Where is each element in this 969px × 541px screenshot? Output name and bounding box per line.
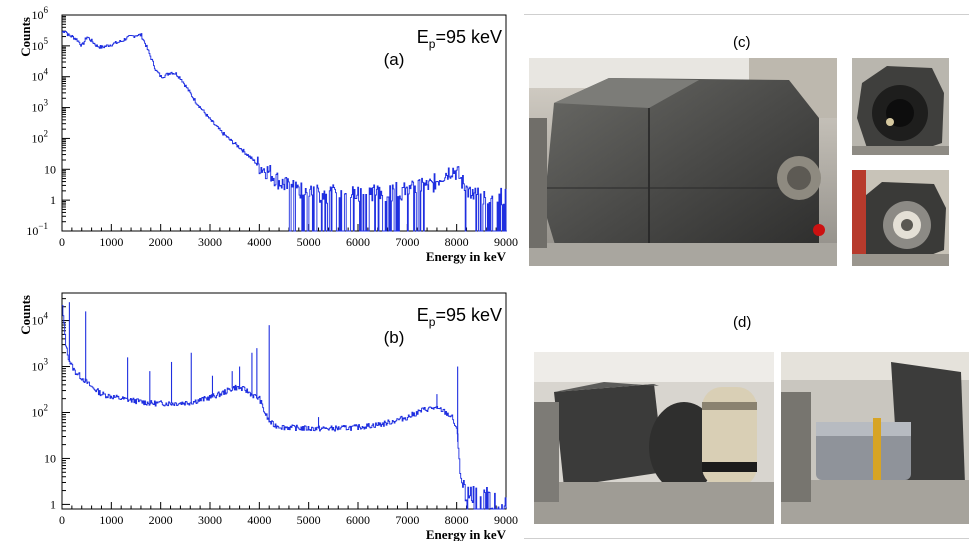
y-tick-label: 102 [32, 128, 49, 145]
photo-shielding-open-bottom [852, 170, 949, 266]
x-tick-label: 0 [59, 513, 65, 527]
beam-energy-label: Ep=95 keV [417, 305, 502, 329]
x-tick-label: 4000 [247, 513, 271, 527]
x-tick-label: 1000 [99, 235, 123, 249]
y-tick-label: 103 [32, 98, 49, 115]
y-tick-label: 104 [32, 67, 49, 84]
x-tick-label: 3000 [198, 235, 222, 249]
x-tick-label: 6000 [346, 235, 370, 249]
y-tick-label: 102 [32, 402, 49, 419]
panel-label-c: (c) [733, 34, 751, 51]
bottom-rule [524, 538, 969, 539]
y-axis-title: Counts [18, 295, 33, 335]
y-tick-label: 103 [32, 357, 49, 374]
x-tick-label: 9000 [494, 513, 518, 527]
y-tick-label: 105 [32, 36, 49, 53]
y-tick-label: 1 [50, 497, 56, 511]
x-tick-label: 2000 [149, 513, 173, 527]
photo-shielding-open-top [852, 58, 949, 155]
x-tick-label: 5000 [297, 513, 321, 527]
panel-label: (b) [384, 328, 405, 347]
y-tick-label: 10 [44, 451, 56, 465]
beam-energy-label: Ep=95 keV [417, 27, 502, 51]
y-tick-label: 106 [32, 5, 49, 22]
x-tick-label: 8000 [445, 235, 469, 249]
x-tick-label: 3000 [198, 513, 222, 527]
plot-frame [61, 14, 507, 232]
x-axis-title: Energy in keV [426, 249, 507, 264]
y-tick-label: 104 [32, 311, 49, 328]
plot-a: 0 1000 2000 3000 4000 5000 6000 7000 8000 9000 10−… [18, 5, 518, 264]
photo-detector-closeup [781, 352, 969, 524]
x-tick-label: 7000 [395, 235, 419, 249]
x-tick-label: 4000 [247, 235, 271, 249]
x-tick-label: 2000 [149, 235, 173, 249]
x-tick-label: 5000 [297, 235, 321, 249]
photo-setup-with-dewar [534, 352, 774, 524]
panel-label-d: (d) [733, 314, 752, 331]
x-tick-label: 7000 [395, 513, 419, 527]
spectrum-series [62, 305, 507, 510]
x-tick-label: 0 [59, 235, 65, 249]
top-rule [524, 14, 969, 15]
x-tick-label: 6000 [346, 513, 370, 527]
plot-frame [61, 292, 507, 510]
plot-b: 0 1000 2000 3000 4000 5000 6000 7000 8000 9000 1 10… [18, 292, 518, 541]
x-axis-title: Energy in keV [426, 527, 507, 541]
y-tick-label: 10 [44, 162, 56, 176]
x-tick-label: 9000 [494, 235, 518, 249]
x-tick-label: 8000 [445, 513, 469, 527]
y-tick-label: 1 [50, 193, 56, 207]
y-tick-label: 10−1 [26, 221, 48, 238]
panel-label: (a) [384, 50, 405, 69]
spectrum-series [62, 30, 507, 232]
x-tick-label: 1000 [99, 513, 123, 527]
photo-shielding-main [529, 58, 837, 266]
y-axis-title: Counts [18, 17, 33, 57]
